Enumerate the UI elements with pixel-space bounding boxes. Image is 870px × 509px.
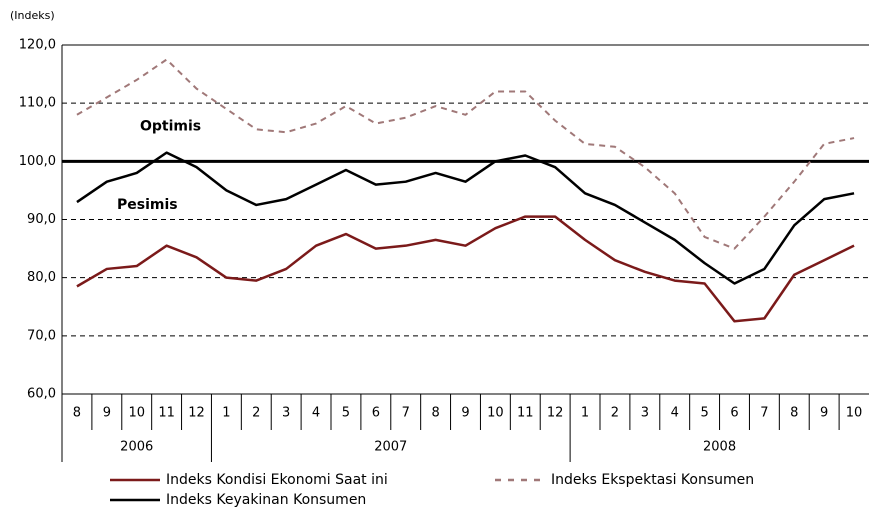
- y-tick-label: 100,0: [19, 154, 56, 169]
- legend-label: Indeks Ekspektasi Konsumen: [551, 472, 754, 488]
- y-axis-label: (Indeks): [10, 9, 55, 22]
- x-tick-label: 9: [461, 406, 469, 421]
- x-tick-label: 7: [402, 406, 410, 421]
- x-tick-label: 6: [730, 406, 738, 421]
- x-tick-label: 11: [517, 406, 534, 421]
- x-tick-label: 5: [342, 406, 350, 421]
- x-tick-label: 1: [581, 406, 589, 421]
- year-label: 2008: [703, 440, 736, 455]
- x-tick-label: 10: [846, 406, 863, 421]
- annotation: Pesimis: [117, 197, 178, 213]
- legend-label: Indeks Keyakinan Konsumen: [166, 492, 366, 508]
- x-tick-label: 12: [188, 406, 205, 421]
- x-tick-label: 5: [700, 406, 708, 421]
- x-tick-label: 12: [547, 406, 564, 421]
- x-tick-label: 9: [103, 406, 111, 421]
- x-tick-label: 11: [158, 406, 175, 421]
- year-label: 2007: [374, 440, 407, 455]
- x-tick-label: 8: [790, 406, 798, 421]
- x-tick-label: 6: [372, 406, 380, 421]
- y-tick-label: 110,0: [19, 96, 56, 111]
- legend-label: Indeks Kondisi Ekonomi Saat ini: [166, 472, 388, 488]
- x-tick-label: 1: [222, 406, 230, 421]
- y-tick-label: 80,0: [27, 270, 56, 285]
- year-label: 2006: [120, 440, 153, 455]
- series-line: [76, 215, 855, 323]
- series-line: [76, 151, 855, 285]
- x-tick-label: 2: [252, 406, 260, 421]
- x-tick-label: 3: [641, 406, 649, 421]
- y-tick-label: 90,0: [27, 212, 56, 227]
- y-tick-label: 70,0: [27, 328, 56, 343]
- x-tick-label: 4: [312, 406, 320, 421]
- x-tick-label: 7: [760, 406, 768, 421]
- x-tick-label: 8: [431, 406, 439, 421]
- x-tick-label: 3: [282, 406, 290, 421]
- y-tick-label: 60,0: [27, 387, 56, 402]
- series-line: [76, 58, 855, 250]
- y-tick-label: 120,0: [19, 38, 56, 53]
- x-tick-label: 10: [128, 406, 145, 421]
- annotation: Optimis: [140, 118, 201, 134]
- x-tick-label: 9: [820, 406, 828, 421]
- x-tick-label: 8: [73, 406, 81, 421]
- x-tick-label: 2: [611, 406, 619, 421]
- x-tick-label: 4: [671, 406, 679, 421]
- x-tick-label: 10: [487, 406, 504, 421]
